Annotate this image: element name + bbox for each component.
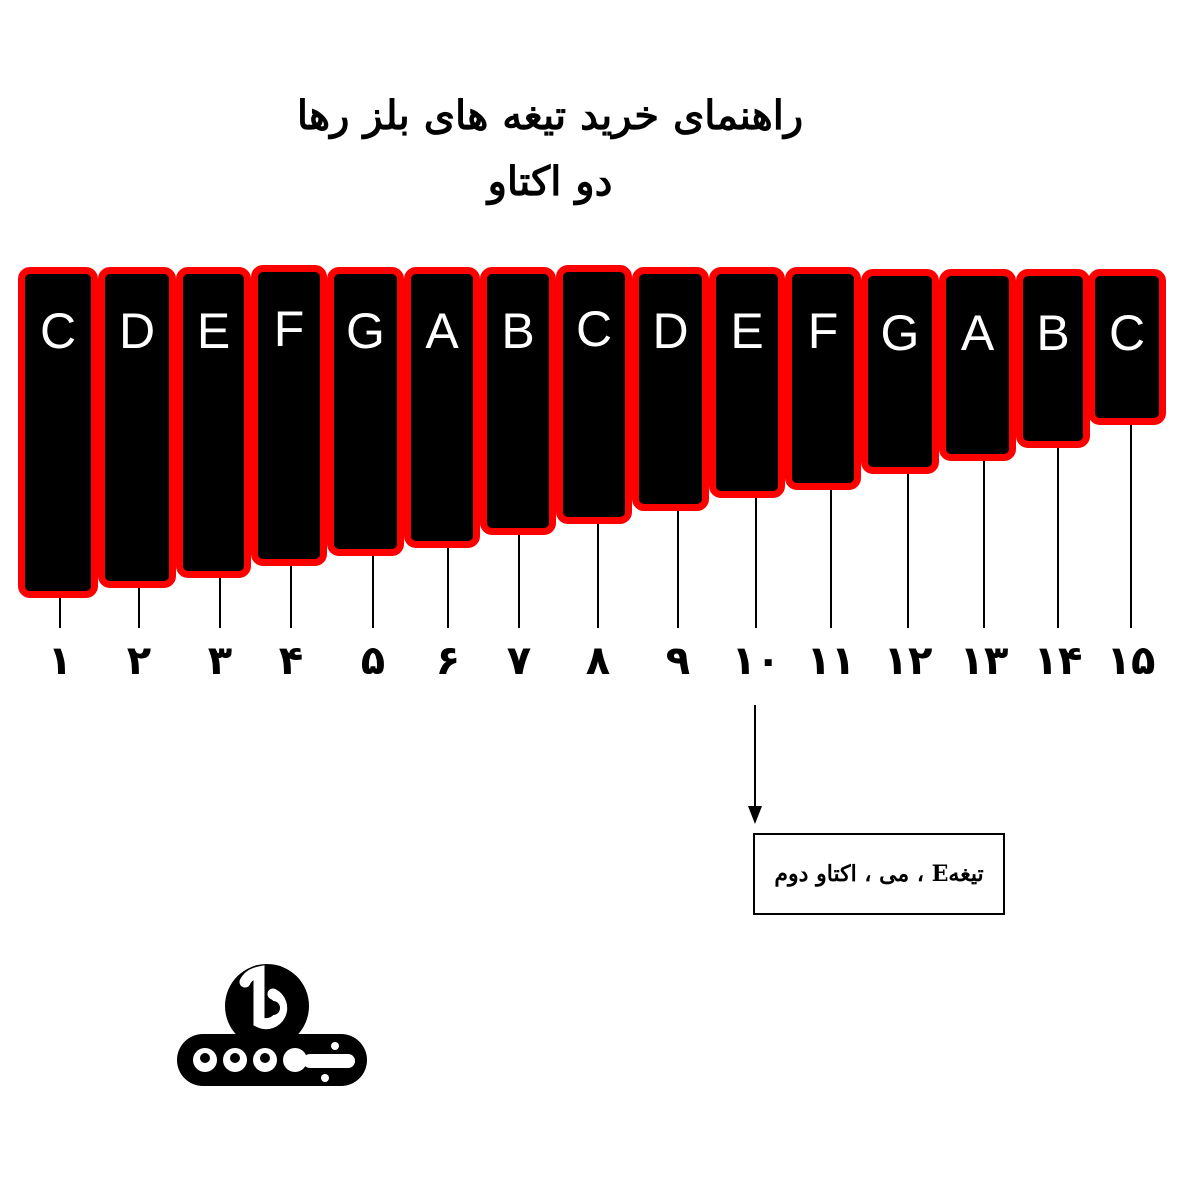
bar-8: C xyxy=(556,265,632,524)
bar-number: ۴ xyxy=(278,638,304,684)
note-label: D xyxy=(118,303,156,359)
bar-number: ۷ xyxy=(506,638,532,684)
bar-5: G xyxy=(327,267,404,556)
note-label: C xyxy=(1108,305,1146,361)
bar-14: B xyxy=(1016,269,1090,448)
bar-6: A xyxy=(404,267,480,548)
bar-15: C xyxy=(1088,269,1166,425)
note-label: F xyxy=(273,301,305,357)
bar-number: ۱۵ xyxy=(1106,638,1156,684)
title-line-1: راهنمای خرید تیغه های بلز رها xyxy=(296,92,804,139)
arrow-line xyxy=(754,705,756,817)
note-label: A xyxy=(960,305,995,361)
arrow-down-icon xyxy=(748,806,762,824)
stem-line xyxy=(597,524,599,628)
bar-number: ۸ xyxy=(585,638,611,684)
stem-line xyxy=(219,578,221,628)
note-label: G xyxy=(346,303,385,359)
note-label: G xyxy=(880,305,920,361)
beethoven-logo xyxy=(177,964,367,1086)
bar-10: E xyxy=(709,267,785,498)
stem-line xyxy=(1130,425,1132,628)
bar-number: ۶ xyxy=(435,638,461,684)
bar-number: ۱۱ xyxy=(806,638,856,684)
bar-13: A xyxy=(939,269,1016,461)
bar-number: ۹ xyxy=(665,638,691,684)
note-label: A xyxy=(425,303,459,359)
bar-4: F xyxy=(251,265,327,566)
stem-line xyxy=(677,511,679,628)
bar-9: D xyxy=(632,267,709,511)
stem-line xyxy=(907,474,909,628)
bar-number: ۳ xyxy=(207,638,233,684)
note-label: E xyxy=(196,303,231,359)
bar-11: F xyxy=(785,267,861,490)
bar-7: B xyxy=(480,267,556,535)
stem-line xyxy=(830,490,832,628)
bar-number: ۲ xyxy=(126,638,152,684)
note-label: F xyxy=(807,303,839,359)
bar-1: C xyxy=(18,267,98,598)
bar-12: G xyxy=(861,269,939,474)
callout-box: تیغهE ، می ، اکتاو دوم xyxy=(753,833,1005,915)
stem-line xyxy=(138,588,140,628)
bar-2: D xyxy=(98,267,176,588)
stem-line xyxy=(59,598,61,628)
stem-line xyxy=(755,498,757,628)
bar-number: ۱۰ xyxy=(731,638,781,684)
bar-number: ۱۴ xyxy=(1033,638,1083,684)
stem-line xyxy=(518,535,520,628)
bar-number: ۱ xyxy=(47,638,73,684)
note-label: B xyxy=(501,303,535,359)
note-label: D xyxy=(652,303,689,359)
callout-text: تیغهE ، می ، اکتاو دوم xyxy=(774,861,984,887)
note-label: B xyxy=(1036,305,1070,361)
stem-line xyxy=(983,461,985,628)
note-label: C xyxy=(575,301,613,357)
note-label: E xyxy=(730,303,764,359)
bar-number: ۵ xyxy=(360,638,386,684)
bar-3: E xyxy=(176,267,251,578)
bar-number: ۱۳ xyxy=(959,638,1009,684)
note-label: C xyxy=(39,303,77,359)
title-line-2: دو اکتاو xyxy=(487,158,613,205)
bar-number: ۱۲ xyxy=(883,638,933,684)
stem-line xyxy=(372,556,374,628)
stem-line xyxy=(290,566,292,628)
stem-line xyxy=(447,548,449,628)
stem-line xyxy=(1057,448,1059,628)
